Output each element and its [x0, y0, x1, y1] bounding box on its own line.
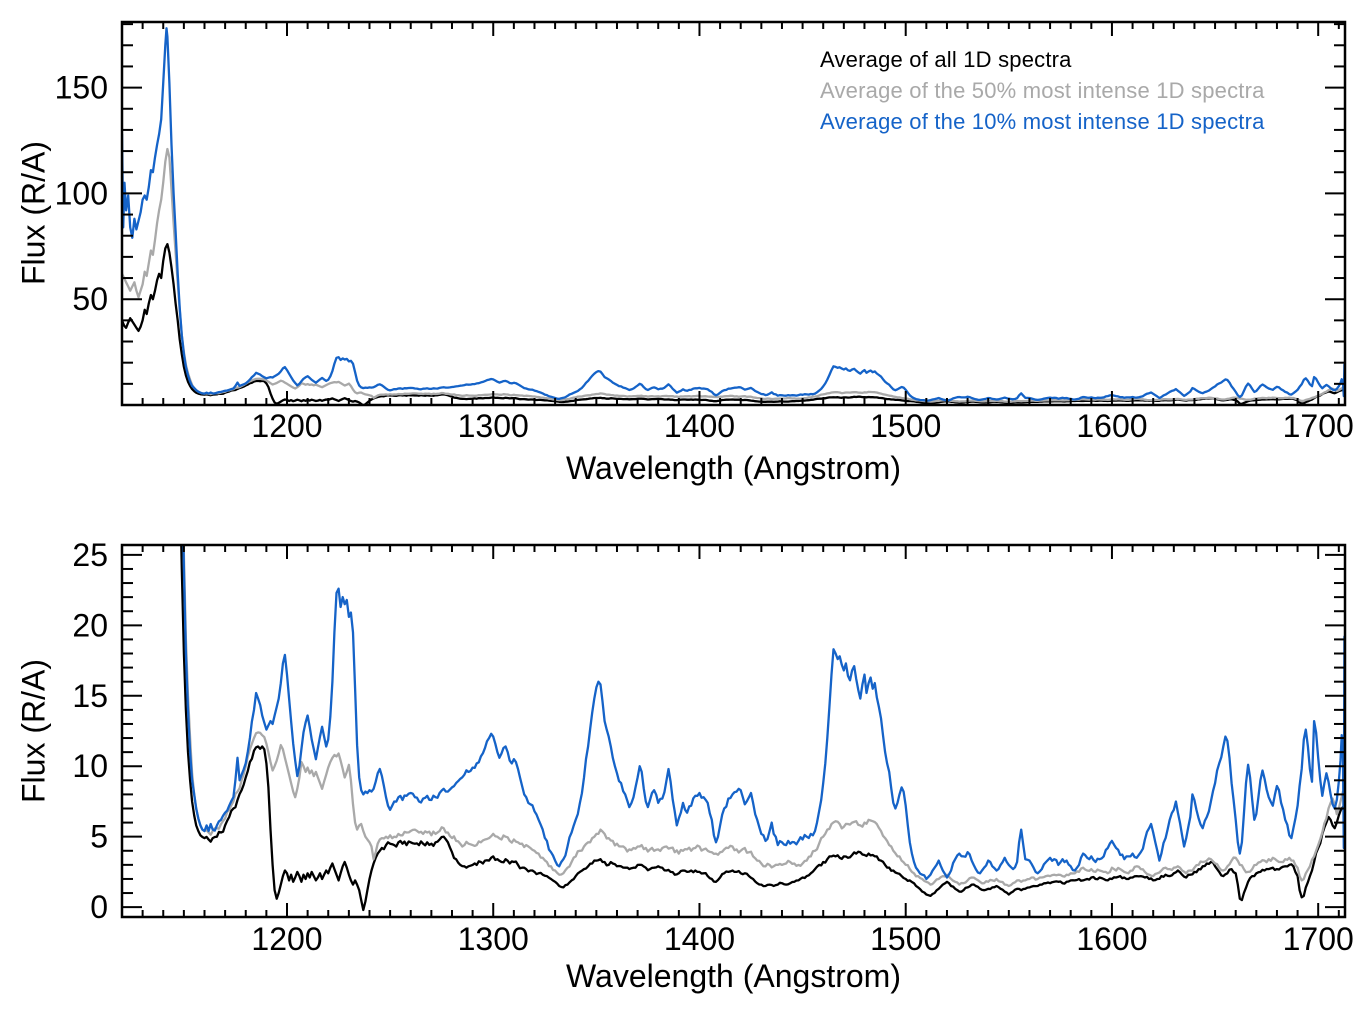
curves-full-range-panel — [122, 27, 1345, 405]
x-tick-label: 1400 — [664, 408, 735, 444]
x-tick-label: 1300 — [458, 408, 529, 444]
series-line-2 — [182, 545, 1345, 881]
x-tick-label: 1500 — [870, 921, 941, 957]
legend-item-10-percent: Average of the 10% most intense 1D spect… — [820, 109, 1265, 134]
panel-zoomed-flux-panel: 1200 1300 1400 1500 1600 1700 0 5 10 15 20 25 — [72, 537, 1353, 957]
y-tick-label: 5 — [90, 819, 108, 855]
x-tick-label: 1300 — [458, 921, 529, 957]
y-axis-title-bottom: Flux (R/A) — [15, 659, 52, 803]
ticks-zoomed-flux-panel — [121, 545, 1345, 917]
y-tick-label: 10 — [72, 748, 108, 784]
y-tick-label: 15 — [72, 678, 108, 714]
series-line-0 — [122, 243, 1345, 405]
y-tick-label: 150 — [55, 70, 108, 106]
y-tick-label: 0 — [90, 889, 108, 925]
legend: Average of all 1D spectra Average of the… — [820, 44, 1265, 137]
plot-frame — [120, 20, 1347, 407]
series-line-2 — [122, 27, 1345, 402]
tick-labels-zoomed-flux-panel: 1200 1300 1400 1500 1600 1700 0 5 10 15 20 25 — [72, 537, 1353, 957]
ticks-full-range-panel — [121, 22, 1345, 406]
curves-zoomed-flux-panel — [180, 545, 1345, 912]
y-tick-label: 25 — [72, 537, 108, 573]
panel-full-range-panel: 1200 1300 1400 1500 1600 1700 50 100 150 — [55, 20, 1354, 444]
x-tick-label: 1600 — [1076, 921, 1147, 957]
legend-item-50-percent: Average of the 50% most intense 1D spect… — [820, 78, 1265, 103]
x-axis-title-top: Wavelength (Angstrom) — [566, 450, 901, 486]
y-tick-label: 20 — [72, 607, 108, 643]
y-tick-label: 100 — [55, 175, 108, 211]
tick-labels-full-range-panel: 1200 1300 1400 1500 1600 1700 50 100 150 — [55, 70, 1354, 444]
x-tick-label: 1700 — [1283, 408, 1354, 444]
series-line-1 — [122, 147, 1345, 403]
x-tick-label: 1200 — [251, 408, 322, 444]
series-line-1 — [182, 545, 1345, 888]
x-tick-label: 1700 — [1283, 921, 1354, 957]
x-axis-title-bottom: Wavelength (Angstrom) — [566, 958, 901, 994]
series-line-0 — [180, 545, 1345, 912]
x-tick-label: 1600 — [1076, 408, 1147, 444]
y-axis-title-top: Flux (R/A) — [15, 141, 52, 285]
legend-item-all-spectra: Average of all 1D spectra — [820, 47, 1072, 72]
x-tick-label: 1400 — [664, 921, 735, 957]
plot-frame — [120, 543, 1347, 919]
x-tick-label: 1500 — [870, 408, 941, 444]
y-tick-label: 50 — [72, 281, 108, 317]
x-tick-label: 1200 — [251, 921, 322, 957]
